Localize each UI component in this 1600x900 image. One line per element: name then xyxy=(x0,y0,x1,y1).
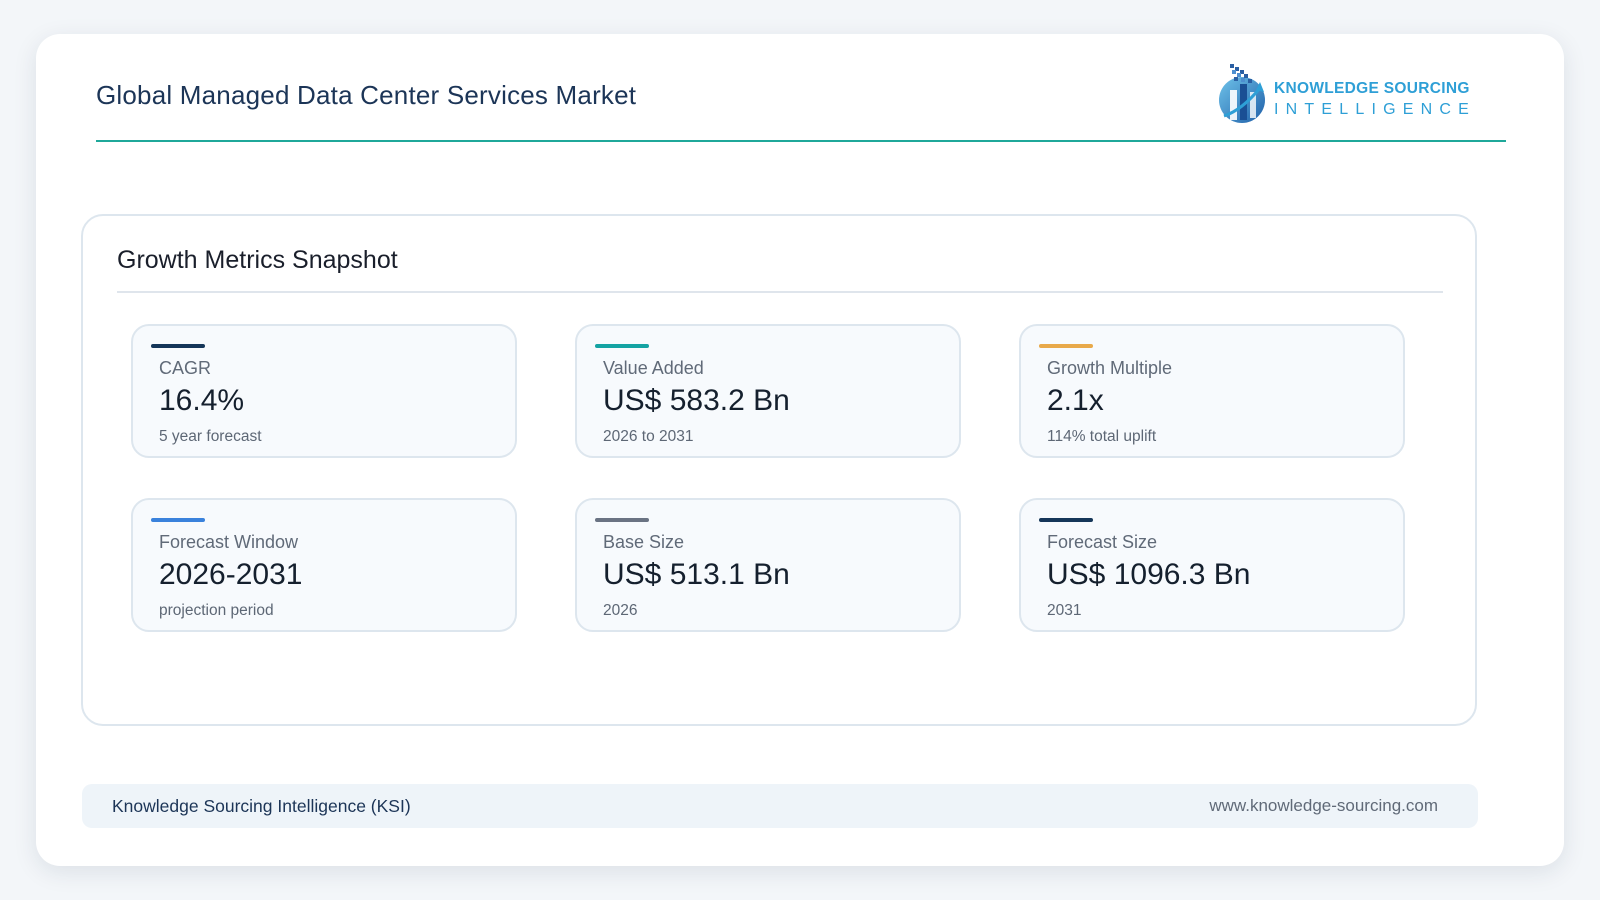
logo-text-line1: KNOWLEDGE SOURCING xyxy=(1274,80,1470,97)
metric-label: Growth Multiple xyxy=(1047,358,1173,378)
footer-bar: Knowledge Sourcing Intelligence (KSI) ww… xyxy=(82,784,1478,828)
metric-subtext: 2026 to 2031 xyxy=(603,428,694,445)
metric-card-growth-multiple: Growth Multiple 2.1x 114% total uplift xyxy=(1019,324,1405,458)
panel-divider xyxy=(117,291,1443,293)
metric-value: US$ 1096.3 Bn xyxy=(1047,558,1251,591)
metric-value: US$ 583.2 Bn xyxy=(603,384,790,417)
accent-bar xyxy=(151,344,205,348)
metric-value: US$ 513.1 Bn xyxy=(603,558,790,591)
metric-label: Forecast Window xyxy=(159,532,299,552)
metric-label: CAGR xyxy=(159,358,212,378)
metric-card-forecast-window: Forecast Window 2026-2031 projection per… xyxy=(131,498,517,632)
metric-subtext: projection period xyxy=(159,602,274,619)
growth-metrics-panel: Growth Metrics Snapshot CAGR 16.4% 5 yea… xyxy=(81,214,1477,726)
ksi-logo: KNOWLEDGE SOURCING INTELLIGENCE xyxy=(1216,60,1469,126)
metric-card-cagr: CAGR 16.4% 5 year forecast xyxy=(131,324,517,458)
logo-text-line2: INTELLIGENCE xyxy=(1274,101,1476,118)
metric-card-value-added: Value Added US$ 583.2 Bn 2026 to 2031 xyxy=(575,324,961,458)
metric-subtext: 2026 xyxy=(603,602,638,619)
footer-company-name: Knowledge Sourcing Intelligence (KSI) xyxy=(112,796,411,816)
logo-globe-icon xyxy=(1219,64,1265,123)
metric-card-base-size: Base Size US$ 513.1 Bn 2026 xyxy=(575,498,961,632)
panel-title: Growth Metrics Snapshot xyxy=(117,246,398,274)
accent-bar xyxy=(151,518,205,522)
metric-value: 16.4% xyxy=(159,384,245,417)
accent-bar xyxy=(595,344,649,348)
metric-subtext: 114% total uplift xyxy=(1047,428,1157,445)
main-card: Global Managed Data Center Services Mark… xyxy=(36,34,1564,866)
metric-card-forecast-size: Forecast Size US$ 1096.3 Bn 2031 xyxy=(1019,498,1405,632)
accent-bar xyxy=(1039,518,1093,522)
accent-bar xyxy=(1039,344,1093,348)
footer-website-link[interactable]: www.knowledge-sourcing.com xyxy=(1209,796,1438,815)
accent-bar xyxy=(595,518,649,522)
metric-value: 2.1x xyxy=(1047,384,1104,417)
metric-label: Forecast Size xyxy=(1047,532,1158,552)
metric-value: 2026-2031 xyxy=(159,558,303,591)
page-title: Global Managed Data Center Services Mark… xyxy=(96,80,637,110)
metric-label: Value Added xyxy=(603,358,704,378)
page-header: Global Managed Data Center Services Mark… xyxy=(96,34,1506,142)
metric-label: Base Size xyxy=(603,532,685,552)
metric-subtext: 2031 xyxy=(1047,602,1082,619)
metric-subtext: 5 year forecast xyxy=(159,428,262,445)
